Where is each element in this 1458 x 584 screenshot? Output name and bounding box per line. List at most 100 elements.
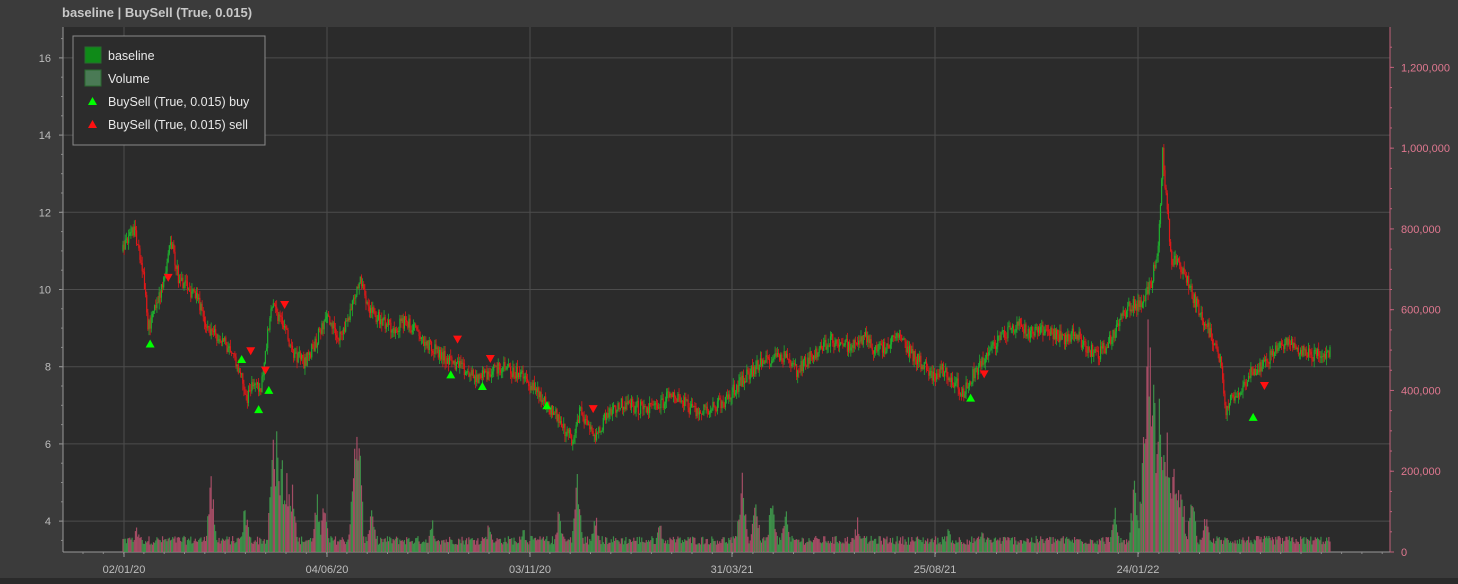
candle-body xyxy=(1067,333,1069,342)
volume-bar xyxy=(1045,538,1047,552)
candle-body xyxy=(1062,334,1064,336)
volume-bar xyxy=(832,536,834,552)
volume-bar xyxy=(1020,540,1023,552)
volume-bar xyxy=(814,537,816,552)
volume-bar xyxy=(666,543,668,552)
volume-bar xyxy=(1240,544,1242,552)
candle-body xyxy=(224,337,226,342)
volume-bar xyxy=(511,538,513,552)
volume-bar xyxy=(1168,477,1171,552)
candle-body xyxy=(1107,343,1110,348)
volume-bar xyxy=(1193,511,1195,552)
volume-bar xyxy=(208,514,210,552)
candle-body xyxy=(676,398,678,402)
volume-bar xyxy=(913,541,915,552)
candle-body xyxy=(265,348,268,352)
candle-body xyxy=(1266,359,1268,361)
legend-buy-marker xyxy=(88,97,97,105)
volume-bar xyxy=(894,544,896,552)
volume-bar xyxy=(1006,540,1008,552)
candle-body xyxy=(1053,328,1055,340)
candle-body xyxy=(855,342,858,344)
volume-bar xyxy=(802,538,804,552)
volume-bar xyxy=(1319,540,1321,552)
candle-body xyxy=(543,396,546,401)
volume-bar xyxy=(966,539,968,552)
volume-bar xyxy=(1008,537,1010,552)
candle-body xyxy=(953,385,955,388)
volume-bar xyxy=(312,538,314,552)
volume-bar xyxy=(691,536,694,552)
volume-bar xyxy=(472,540,474,552)
candle-body xyxy=(380,318,382,325)
candle-body xyxy=(641,401,643,405)
candle-body xyxy=(1123,310,1125,313)
volume-bar xyxy=(998,540,1000,552)
candle-body xyxy=(612,405,615,410)
candle-body xyxy=(1009,325,1011,330)
volume-bar xyxy=(643,542,645,552)
candle-body xyxy=(931,370,933,381)
volume-bar xyxy=(1106,537,1108,552)
candle-body xyxy=(936,373,938,380)
candle-body xyxy=(260,388,262,393)
candle-body xyxy=(610,408,612,415)
candle-body xyxy=(972,369,974,384)
candle-body xyxy=(1129,301,1131,312)
candle-body xyxy=(371,307,373,313)
volume-bar xyxy=(1223,540,1225,552)
candle-body xyxy=(776,353,778,357)
candle-body xyxy=(1209,328,1211,338)
candle-body xyxy=(320,329,322,334)
volume-bar xyxy=(310,538,312,552)
candle-body xyxy=(164,276,166,278)
volume-bar xyxy=(1103,541,1105,552)
candle-body xyxy=(533,382,535,391)
candle-body xyxy=(358,282,360,289)
candle-body xyxy=(786,353,789,360)
candle-body xyxy=(659,407,661,409)
volume-bar xyxy=(680,543,682,552)
candle-body xyxy=(1304,349,1306,351)
candle-body xyxy=(1073,334,1076,336)
volume-bar xyxy=(154,542,156,552)
candle-body xyxy=(315,338,317,348)
volume-bar xyxy=(725,542,728,552)
sell-signal-marker xyxy=(453,335,463,344)
volume-bar xyxy=(681,540,684,552)
volume-bar xyxy=(799,542,801,552)
candle-body xyxy=(1028,328,1030,339)
candle-body xyxy=(1280,342,1283,345)
candle-body xyxy=(1187,275,1189,283)
volume-bar xyxy=(887,543,889,552)
candle-body xyxy=(755,365,757,374)
volume-bar xyxy=(201,541,203,552)
candle-body xyxy=(317,328,320,344)
volume-bar xyxy=(640,542,642,552)
candle-body xyxy=(1140,300,1142,308)
volume-bar xyxy=(1293,541,1295,552)
candle-body xyxy=(758,364,760,371)
volume-bar xyxy=(652,538,654,552)
candle-body xyxy=(196,293,199,300)
candle-body xyxy=(593,435,595,437)
volume-bar xyxy=(245,525,247,552)
candle-body xyxy=(369,307,372,313)
volume-bar xyxy=(985,539,988,552)
volume-bar xyxy=(453,544,455,552)
candle-body xyxy=(131,227,133,232)
volume-bar xyxy=(291,484,294,552)
volume-bar xyxy=(594,525,597,552)
candle-body xyxy=(1105,347,1107,354)
volume-bar xyxy=(982,533,984,552)
volume-bar xyxy=(928,543,930,552)
candle-body xyxy=(910,345,912,354)
volume-bar xyxy=(1211,542,1214,552)
candle-body xyxy=(572,442,574,445)
volume-bar xyxy=(230,541,233,552)
candle-body xyxy=(209,327,211,336)
volume-bar xyxy=(234,543,236,552)
volume-bar xyxy=(642,541,644,552)
volume-bar xyxy=(629,539,632,552)
candle-body xyxy=(326,314,329,317)
